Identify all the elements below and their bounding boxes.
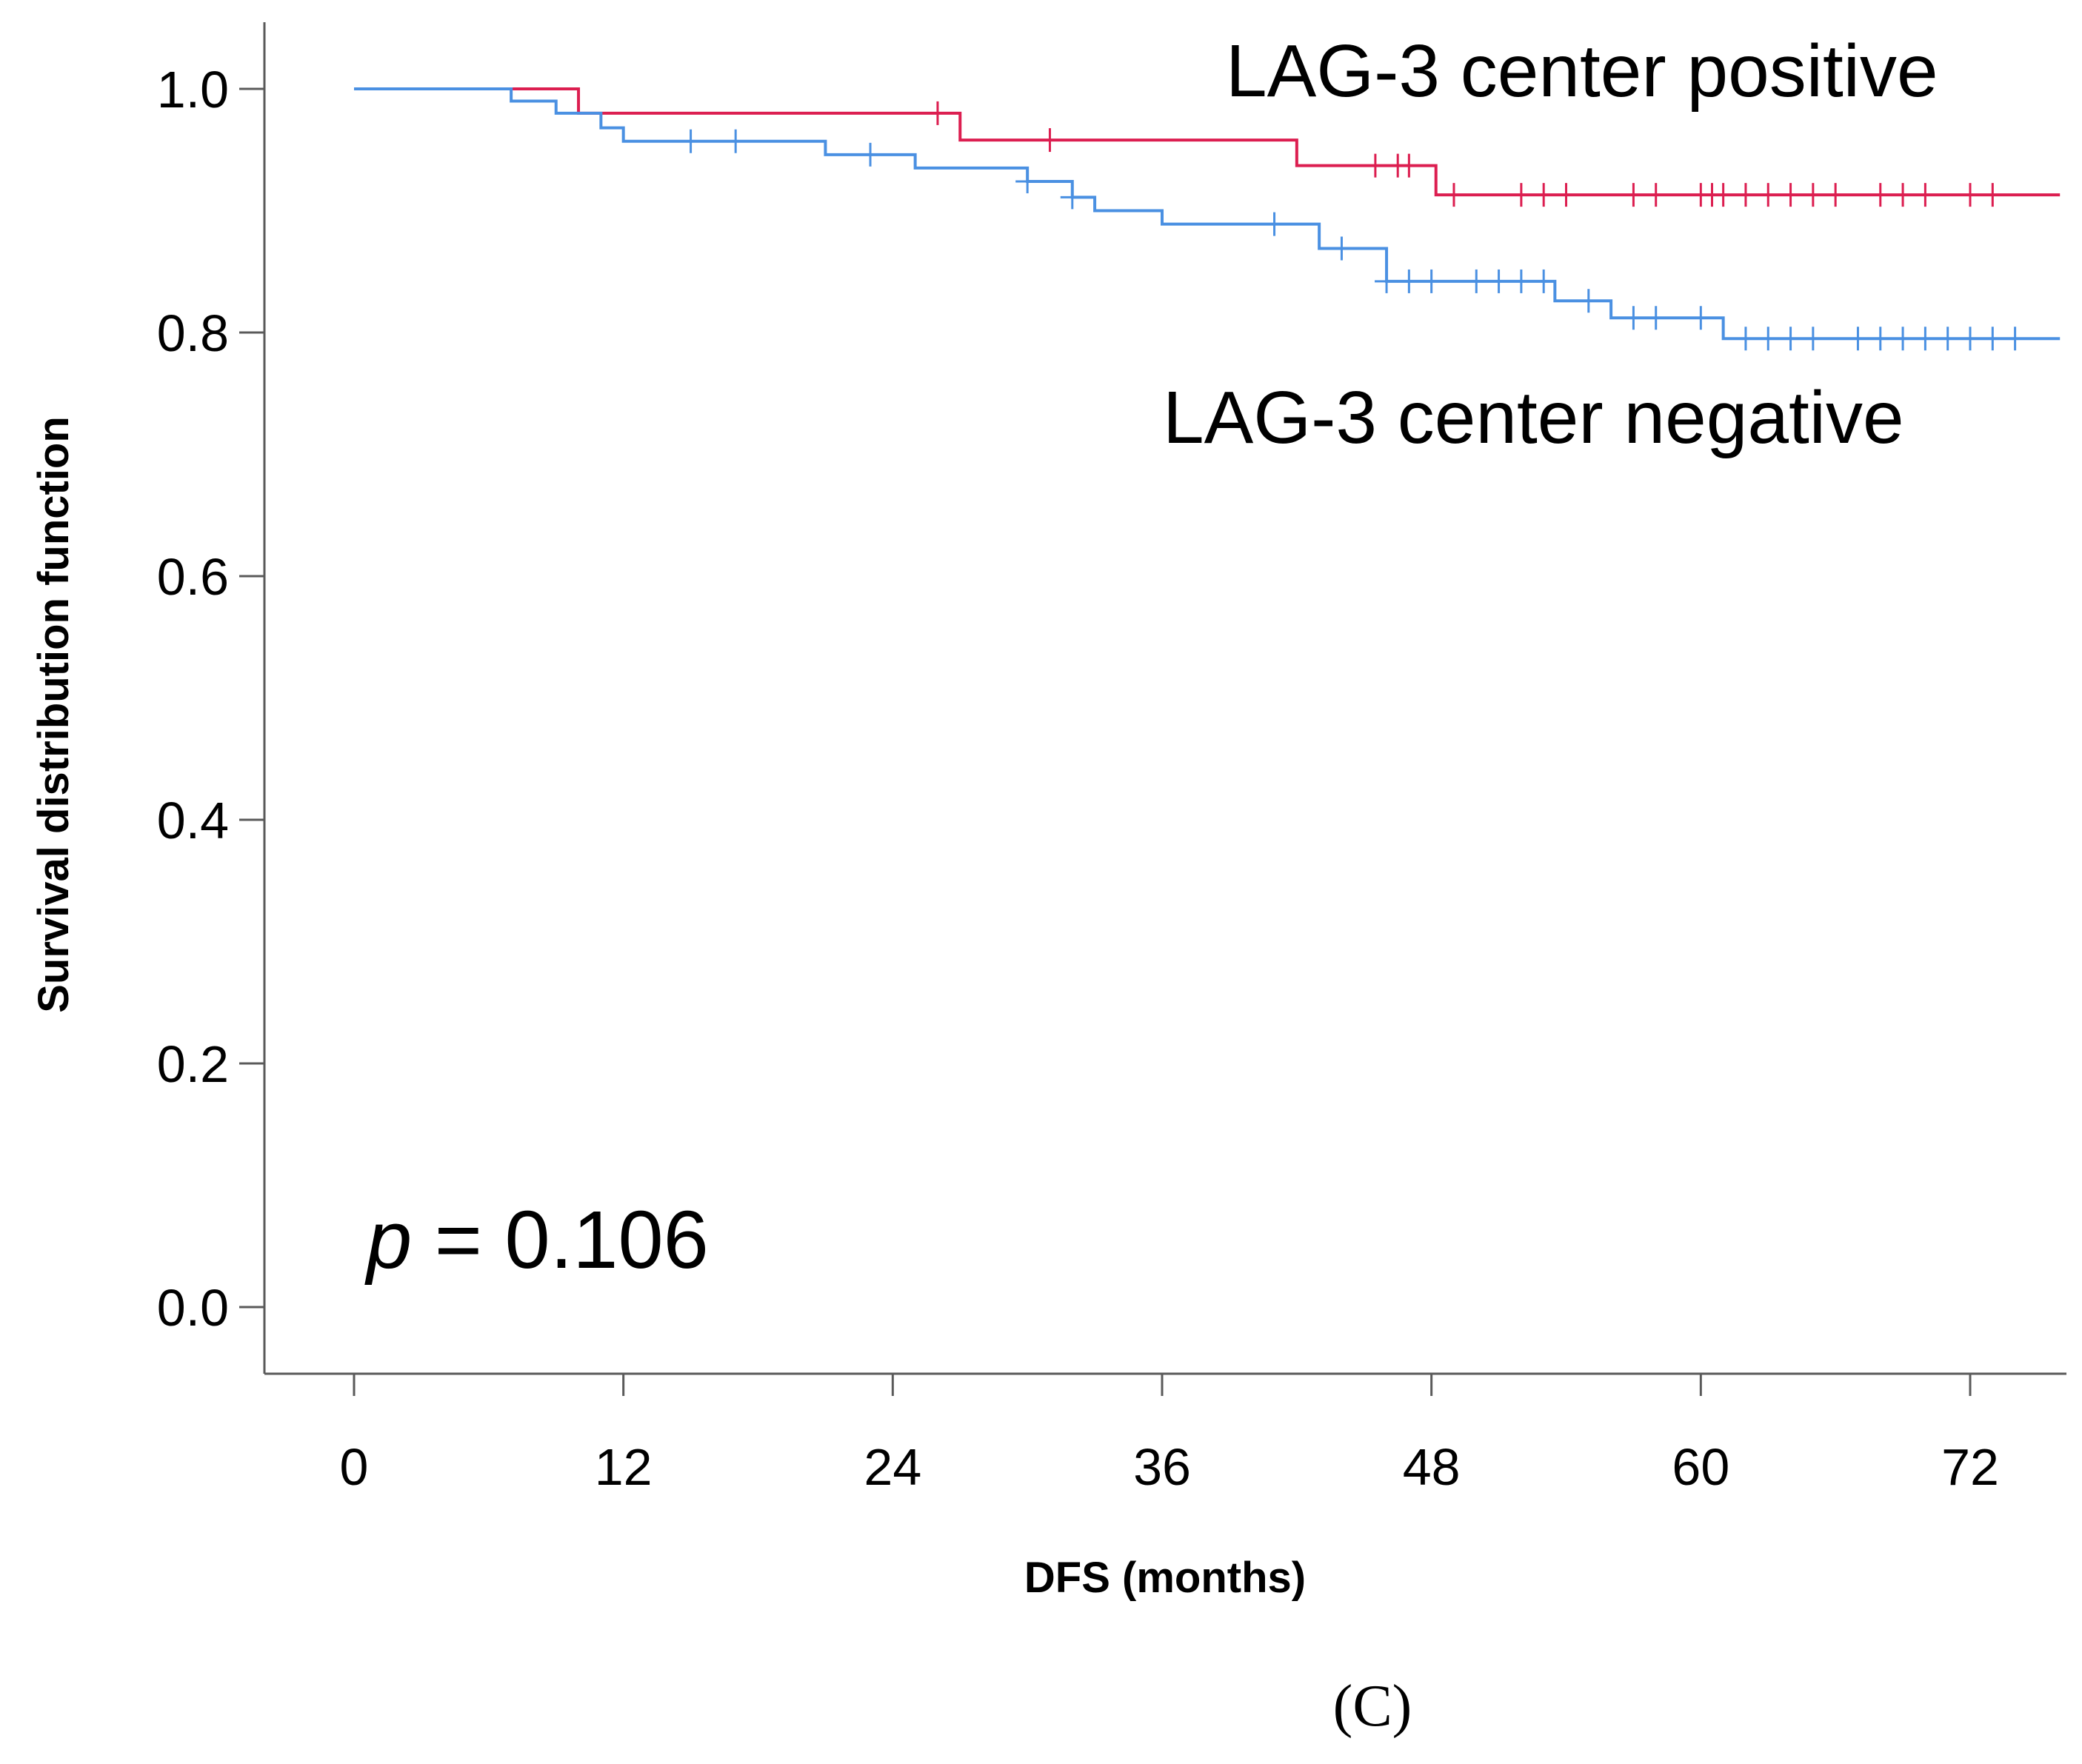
censor-mark [2003,327,2027,351]
censor-mark [858,142,883,167]
x-axis-ticks: 0 12 24 36 48 60 72 [340,1374,1999,1496]
x-tick-label: 0 [340,1438,369,1496]
censor-mark [1060,185,1084,210]
censor-mark [1397,269,1421,293]
censor-mark [1913,327,1938,351]
positive-series-label: LAG-3 center positive [1226,30,1938,113]
censor-mark [1981,327,2005,351]
censor-mark [1868,327,1892,351]
censor-mark [1262,212,1287,236]
censor-mark [1375,269,1399,293]
x-tick-label: 12 [595,1438,653,1496]
p-symbol: p [364,1195,412,1286]
censor-mark [1644,306,1668,330]
censor-mark [724,129,748,153]
censor-mark [1532,269,1556,293]
censor-mark [1913,183,1938,207]
x-tick-label: 48 [1403,1438,1461,1496]
censor-mark [925,101,950,125]
censor-mark [1038,128,1062,153]
censor-mark [1509,269,1533,293]
censor-mark [1935,327,1960,351]
censor-mark [1464,269,1489,293]
censor-mark [1778,183,1803,207]
censor-mark [1846,327,1870,351]
survival-line-negative [354,87,2061,341]
series-negative [354,87,2061,351]
censor-mark [1868,183,1892,207]
x-tick-label: 60 [1672,1438,1729,1496]
censor-mark [1487,269,1511,293]
censor-mark [1778,327,1803,351]
censor-mark [1891,183,1915,207]
censor-mark [1015,170,1040,194]
survival-line-positive [354,87,2061,197]
censor-mark [1576,289,1601,313]
censor-mark [1824,183,1848,207]
x-tick-label: 36 [1133,1438,1191,1496]
y-axis-title: Survival distribution function [30,416,78,1013]
y-tick-label: 1.0 [157,61,229,118]
x-tick-label: 24 [864,1438,921,1496]
x-axis-title: DFS (months) [1024,1554,1306,1602]
y-tick-label: 0.2 [157,1035,229,1093]
y-axis-ticks: 0.0 0.2 0.4 0.6 0.8 1.0 [157,61,264,1337]
censor-mark [1621,183,1646,207]
censor-mark [1801,327,1825,351]
y-tick-label: 0.6 [157,548,229,606]
censor-mark [1711,183,1735,207]
censor-mark [1756,327,1781,351]
censor-mark [1733,327,1758,351]
negative-series-label: LAG-3 center negative [1163,376,1904,459]
censor-mark [1756,183,1781,207]
panel-label: (C) [1333,1674,1412,1739]
censor-mark [1689,306,1713,330]
censor-mark [1419,269,1444,293]
p-value-annotation: p = 0.106 [364,1195,709,1286]
censor-mark [1554,183,1578,207]
censor-mark [1509,183,1533,207]
censor-mark [1733,183,1758,207]
censor-mark [1644,183,1668,207]
censor-mark [1329,236,1354,261]
censor-mark [1958,327,1982,351]
censor-mark [1397,153,1421,178]
censor-mark [1891,327,1915,351]
p-value-text: = 0.106 [412,1195,709,1286]
censor-mark [1958,183,1982,207]
censor-mark [1981,183,2005,207]
y-tick-label: 0.8 [157,304,229,362]
y-tick-label: 0.4 [157,792,229,849]
series-positive [354,87,2061,207]
censor-mark [1441,183,1466,207]
survival-curves [354,87,2061,351]
censor-mark [1363,153,1387,178]
x-tick-label: 72 [1941,1438,1999,1496]
y-tick-label: 0.0 [157,1279,229,1337]
censor-mark [1801,183,1825,207]
censor-mark [1621,306,1646,330]
censor-mark [1532,183,1556,207]
censor-mark [678,129,703,153]
